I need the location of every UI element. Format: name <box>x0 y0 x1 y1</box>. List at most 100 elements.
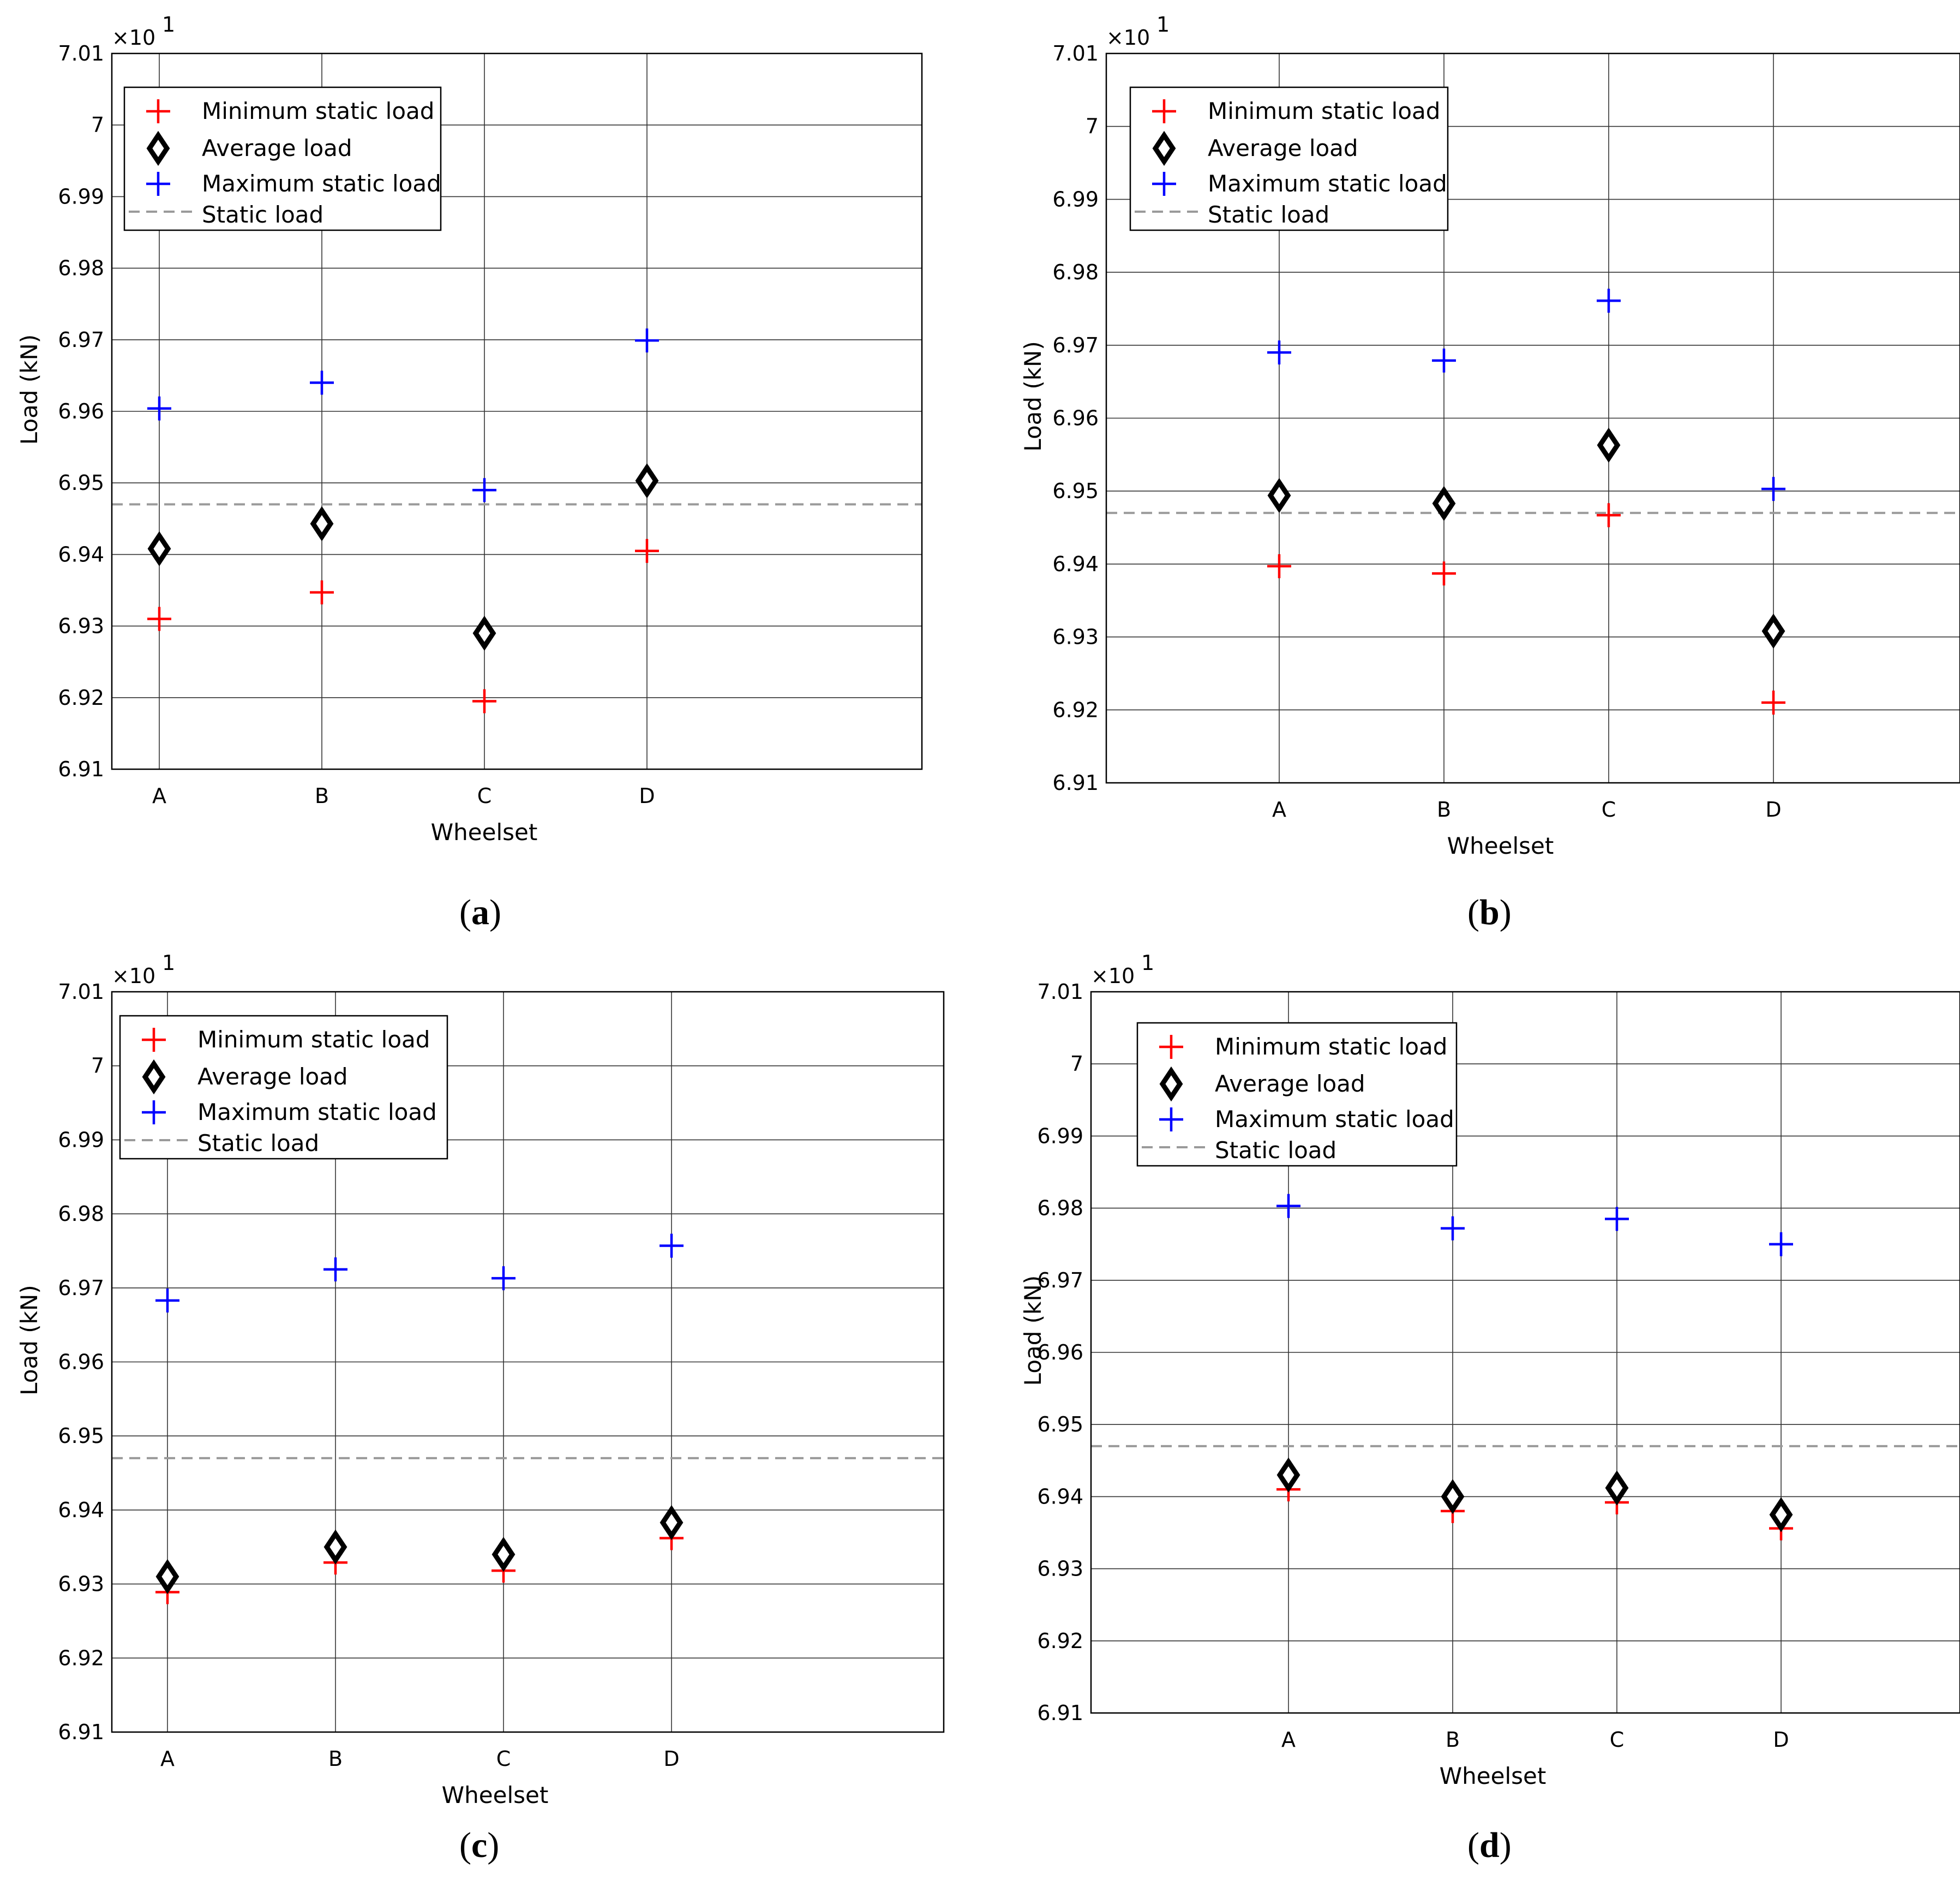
ytick-label-c-1: 6.92 <box>58 1646 104 1670</box>
ytick-label-a-10: 7.01 <box>58 41 104 65</box>
xtick-label-b-3: D <box>1765 798 1781 822</box>
marker-d-diamond-1-D <box>1769 1497 1793 1532</box>
xaxis-label-b: Wheelset <box>1447 832 1554 859</box>
xtick-label-c-1: B <box>328 1747 343 1771</box>
exponent-label-d: ×10 <box>1091 964 1135 988</box>
ytick-label-d-8: 6.99 <box>1037 1124 1083 1148</box>
ytick-label-d-7: 6.98 <box>1037 1196 1083 1220</box>
legend-symbol-avg-c <box>142 1059 166 1095</box>
ytick-label-b-0: 6.91 <box>1052 771 1099 795</box>
chart-panel-d: 6.91 6.92 6.93 6.94 6.95 6.96 6.97 6.98 6.99 7 7.0… <box>1004 938 1960 1838</box>
ytick-label-a-2: 6.93 <box>58 614 104 638</box>
legend-entry-b-2: Maximum static load <box>1208 170 1447 197</box>
legend-entry-a-3: Static load <box>202 201 323 228</box>
ytick-label-d-1: 6.92 <box>1037 1629 1083 1653</box>
marker-d-diamond-1-C <box>1605 1470 1629 1506</box>
caption-a: (a) <box>459 892 501 932</box>
ytick-label-a-0: 6.91 <box>58 757 104 781</box>
plot-frame-c <box>111 991 945 1733</box>
xtick-label-a-0: A <box>152 784 166 808</box>
exponent-power-a: 1 <box>162 13 175 37</box>
ytick-label-b-6: 6.97 <box>1052 333 1099 357</box>
xtick-label-c-2: C <box>496 1747 511 1771</box>
marker-b-plus-0-A <box>1267 554 1291 578</box>
marker-b-diamond-1-A <box>1267 478 1291 513</box>
marker-a-diamond-1-B <box>310 506 334 542</box>
marker-c-diamond-1-A <box>155 1559 179 1595</box>
marker-b-diamond-1-C <box>1597 427 1621 463</box>
marker-b-plus-2-D <box>1761 477 1785 501</box>
legend-symbol-max-a <box>146 172 170 196</box>
ytick-label-d-10: 7.01 <box>1037 980 1083 1004</box>
legend-a: Minimum static load Average load Maximum s… <box>123 86 442 231</box>
caption-c-letter: c <box>471 1825 488 1865</box>
xtick-label-b-0: A <box>1272 798 1286 822</box>
plot-frame-d <box>1090 991 1960 1714</box>
caption-a-letter: a <box>471 892 489 932</box>
marker-a-plus-0-D <box>635 538 659 563</box>
exponent-label-b: ×10 <box>1106 26 1150 50</box>
xtick-label-d-1: B <box>1446 1728 1460 1752</box>
marker-d-plus-2-D <box>1769 1232 1793 1256</box>
marker-c-diamond-1-D <box>660 1505 684 1541</box>
ytick-label-a-5: 6.96 <box>58 399 104 423</box>
legend-entry-a-0: Minimum static load <box>202 98 434 124</box>
ytick-label-a-1: 6.92 <box>58 686 104 710</box>
ytick-label-c-9: 7 <box>91 1054 104 1078</box>
xtick-label-d-2: C <box>1610 1728 1625 1752</box>
legend-entry-d-1: Average load <box>1215 1070 1365 1097</box>
marker-b-plus-0-D <box>1761 690 1785 715</box>
plot-frame-b <box>1105 52 1960 784</box>
legend-entry-c-2: Maximum static load <box>197 1099 437 1125</box>
ytick-label-d-4: 6.95 <box>1037 1412 1083 1436</box>
marker-a-plus-0-A <box>147 607 171 631</box>
legend-symbol-min-d <box>1159 1035 1183 1059</box>
ytick-label-d-6: 6.97 <box>1037 1268 1083 1292</box>
ytick-label-c-5: 6.96 <box>58 1350 104 1374</box>
marker-a-diamond-1-C <box>472 615 496 651</box>
legend-box-c <box>119 1015 448 1160</box>
ytick-label-b-10: 7.01 <box>1052 41 1099 65</box>
marker-a-plus-2-C <box>472 478 496 502</box>
legend-symbol-min-b <box>1152 99 1176 123</box>
ytick-label-b-7: 6.98 <box>1052 260 1099 284</box>
marker-a-diamond-1-D <box>635 463 659 499</box>
legend-entry-b-3: Static load <box>1208 201 1329 228</box>
exponent-label-c: ×10 <box>112 964 155 988</box>
marker-b-plus-2-C <box>1597 289 1621 313</box>
ytick-label-a-8: 6.99 <box>58 184 104 208</box>
marker-b-plus-2-A <box>1267 340 1291 365</box>
chart-a-svg: 6.91 6.92 6.93 6.94 6.95 6.96 6.97 6.98 6.99 7 7.0… <box>16 13 923 846</box>
ytick-label-c-2: 6.93 <box>58 1572 104 1596</box>
ytick-label-a-7: 6.98 <box>58 256 104 280</box>
xtick-label-a-3: D <box>639 784 655 808</box>
xtick-label-b-1: B <box>1437 798 1451 822</box>
ytick-label-a-4: 6.95 <box>58 471 104 495</box>
ytick-label-b-3: 6.94 <box>1052 552 1099 576</box>
chart-panel-a: 6.91 6.92 6.93 6.94 6.95 6.96 6.97 6.98 6.99 7 7.0… <box>0 0 971 884</box>
marker-a-plus-2-A <box>147 396 171 421</box>
ytick-label-b-2: 6.93 <box>1052 625 1099 649</box>
marker-b-diamond-1-B <box>1432 486 1456 522</box>
chart-panel-c: 6.91 6.92 6.93 6.94 6.95 6.96 6.97 6.98 6.99 7 7.0… <box>0 938 971 1838</box>
legend-symbol-max-b <box>1152 172 1176 196</box>
yaxis-label-d: Load (kN) <box>1020 1275 1046 1386</box>
marker-a-plus-2-B <box>310 370 334 395</box>
ytick-label-c-4: 6.95 <box>58 1424 104 1448</box>
chart-panel-b: 6.91 6.92 6.93 6.94 6.95 6.96 6.97 6.98 6.99 7 7.0… <box>1004 0 1960 884</box>
legend-symbol-max-d <box>1159 1107 1183 1131</box>
xaxis-label-d: Wheelset <box>1440 1763 1547 1789</box>
caption-c: (c) <box>459 1825 500 1865</box>
exponent-label-a: ×10 <box>112 26 155 50</box>
marker-c-plus-2-B <box>323 1257 347 1281</box>
yaxis-label-a: Load (kN) <box>16 334 43 445</box>
marker-b-plus-0-C <box>1597 503 1621 528</box>
caption-b-letter: b <box>1479 892 1500 932</box>
legend-entry-c-1: Average load <box>197 1063 348 1090</box>
xaxis-label-c: Wheelset <box>442 1782 549 1808</box>
legend-d: Minimum static load Average load Maximum s… <box>1136 1022 1458 1167</box>
marker-a-plus-0-B <box>310 580 334 604</box>
xaxis-label-a: Wheelset <box>431 819 538 846</box>
ytick-label-b-8: 6.99 <box>1052 187 1099 211</box>
ytick-label-c-6: 6.97 <box>58 1276 104 1300</box>
